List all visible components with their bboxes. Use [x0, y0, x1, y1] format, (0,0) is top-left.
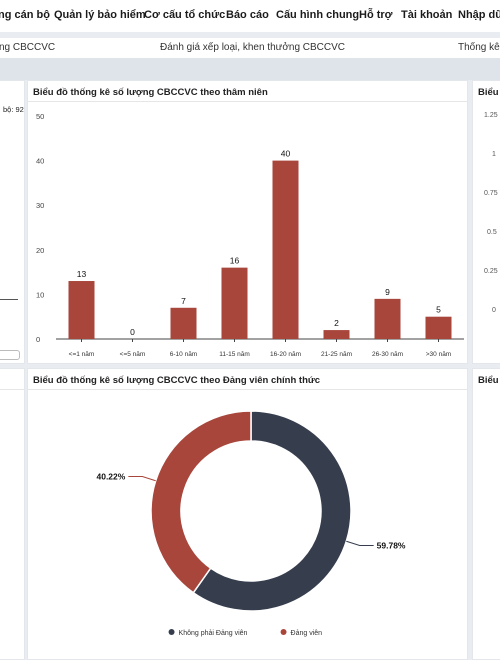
tenure-chart-header — [28, 81, 467, 102]
sub-nav-item-evaluation[interactable]: Đánh giá xếp loại, khen thưởng CBCCVC — [160, 42, 346, 53]
party-chart-title: Biểu đồ thống kê số lượng CBCCVC theo Đả… — [33, 375, 321, 386]
nav-item-import[interactable]: Nhập dữ l — [458, 9, 500, 21]
legend-label: Không phải Đảng viên — [179, 630, 248, 637]
y-tick-label: 10 — [36, 290, 44, 299]
nav-item-cadre[interactable]: ng cán bộ — [0, 9, 50, 21]
tenure-chart-panel: Biểu đồ thống kê số lượng CBCCVC theo th… — [27, 80, 468, 364]
total-staff-text: bộ: 92 — [3, 105, 24, 114]
right-tick-4: 0.25 — [484, 268, 498, 275]
legend-marker — [280, 629, 287, 635]
bar-value-label: 5 — [436, 305, 441, 315]
nav-item-support[interactable]: Hỗ trợ — [359, 9, 393, 21]
nav-item-general-config[interactable]: Cấu hình chung — [276, 9, 360, 21]
bar-value-label: 0 — [130, 327, 135, 337]
right-bottom-title: Biểu đ — [478, 375, 500, 386]
bar — [170, 307, 197, 339]
left-panel-divider — [0, 299, 18, 300]
slice-label-leader — [346, 540, 374, 546]
x-tick-label: <=1 năm — [69, 351, 95, 358]
bar-value-label: 40 — [281, 149, 291, 159]
bar — [272, 160, 299, 339]
right-tick-3: 0.5 — [487, 229, 497, 236]
x-tick-label: <=5 năm — [120, 351, 146, 358]
left-bottom-panel — [0, 368, 25, 660]
bar — [68, 281, 95, 339]
slice-value-label: 59.78% — [377, 540, 406, 550]
bar-value-label: 13 — [77, 269, 87, 279]
party-chart-panel: Biểu đồ thống kê số lượng CBCCVC theo Đả… — [27, 368, 468, 660]
left-panel-button[interactable] — [0, 350, 20, 360]
sub-nav-item-cbccvc[interactable]: ng CBCCVC — [0, 42, 56, 53]
party-donut-chart: 59.78% 40.22% Không phải Đảng viên Đảng viê… — [96, 410, 406, 637]
sub-nav: ng CBCCVC Đánh giá xếp loại, khen thưởng… — [0, 38, 500, 58]
right-top-panel: Biểu đ 1.25 1 0.75 0.5 0.25 0 — [472, 80, 500, 364]
x-tick-label: >30 năm — [426, 351, 451, 358]
y-tick-label: 30 — [36, 201, 44, 210]
right-tick-0: 1.25 — [484, 112, 498, 119]
slice-value-label: 40.22% — [96, 472, 125, 482]
y-tick-label: 20 — [36, 246, 44, 255]
nav-item-reports[interactable]: Báo cáo — [226, 9, 269, 21]
bar — [323, 330, 350, 339]
y-tick-label: 50 — [36, 112, 44, 121]
left-bottom-header — [0, 369, 24, 390]
legend-marker — [168, 629, 175, 635]
x-tick-label: 26-30 năm — [372, 351, 403, 358]
top-nav: ng cán bộ Quản lý bảo hiểm Cơ cấu tổ chứ… — [0, 0, 500, 32]
donut-slice — [150, 410, 252, 594]
bar — [374, 298, 401, 339]
party-chart-header — [28, 369, 467, 390]
y-tick-label: 0 — [36, 335, 40, 344]
bar-value-label: 2 — [334, 318, 339, 328]
tenure-chart-title: Biểu đồ thống kê số lượng CBCCVC theo th… — [33, 87, 268, 98]
sub-nav-item-statistics[interactable]: Thống kê — [458, 42, 500, 53]
nav-item-org-structure[interactable]: Cơ cấu tổ chức — [144, 9, 226, 21]
x-tick-label: 16-20 năm — [270, 351, 301, 358]
bar-value-label: 9 — [385, 287, 390, 297]
x-tick-label: 21-25 năm — [321, 351, 352, 358]
legend-label: Đảng viên — [291, 630, 323, 637]
left-summary-panel: bộ: 92 — [0, 80, 25, 364]
bar-value-label: 7 — [181, 296, 186, 306]
nav-item-insurance[interactable]: Quản lý bảo hiểm — [54, 9, 146, 21]
bar — [221, 267, 248, 339]
right-tick-5: 0 — [492, 307, 496, 314]
right-tick-1: 1 — [492, 151, 496, 158]
y-tick-label: 40 — [36, 157, 44, 166]
content-gap — [0, 58, 500, 80]
right-tick-2: 0.75 — [484, 190, 498, 197]
tenure-bar-chart: 0 10 20 30 40 50 13 <=1 năm 0 <=5 năm 7 6-10 năm 16 1… — [36, 112, 464, 358]
right-top-title: Biểu đ — [478, 87, 500, 98]
x-tick-label: 6-10 năm — [170, 351, 197, 358]
slice-label-leader — [128, 476, 156, 482]
right-bottom-panel: Biểu đ — [472, 368, 500, 660]
x-tick-label: 11-15 năm — [219, 351, 250, 358]
donut-slice — [192, 410, 352, 612]
bar — [425, 316, 452, 339]
nav-item-account[interactable]: Tài khoản — [401, 9, 453, 21]
bar-value-label: 16 — [230, 256, 240, 266]
